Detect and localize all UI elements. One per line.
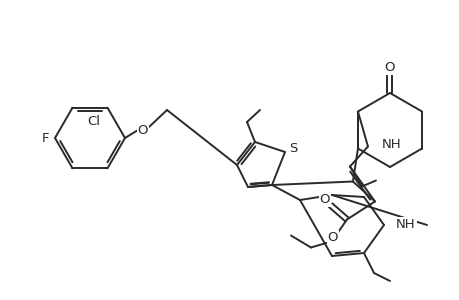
Text: O: O — [137, 124, 148, 136]
Text: O: O — [384, 61, 394, 74]
Text: O: O — [319, 193, 330, 206]
Text: NH: NH — [381, 138, 401, 151]
Text: NH: NH — [395, 218, 415, 232]
Text: O: O — [327, 231, 337, 244]
Text: S: S — [288, 142, 297, 154]
Text: Cl: Cl — [87, 115, 100, 128]
Text: F: F — [42, 131, 50, 145]
